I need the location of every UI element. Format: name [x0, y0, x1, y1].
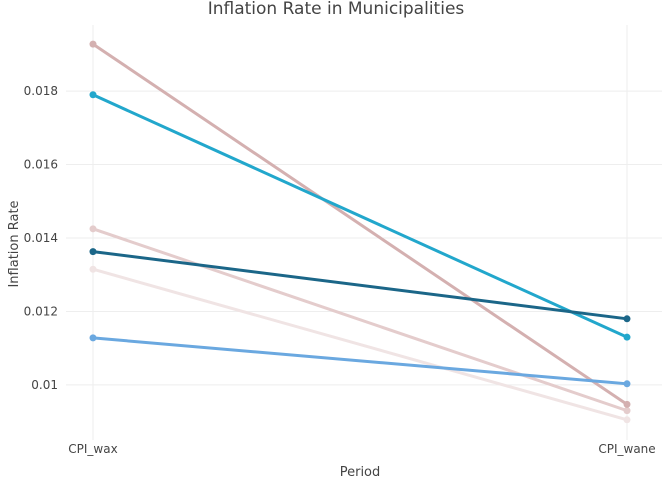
series [89, 334, 631, 388]
series-line [91, 336, 629, 386]
x-tick-label: CPI_wane [598, 442, 655, 456]
series-line [91, 42, 629, 406]
y-tick-label: 0.01 [31, 378, 58, 392]
data-point[interactable] [623, 407, 631, 415]
series [89, 248, 631, 323]
data-point[interactable] [89, 248, 97, 256]
series [89, 265, 631, 424]
y-tick-label: 0.012 [24, 304, 58, 318]
data-point[interactable] [623, 416, 631, 424]
data-point[interactable] [623, 333, 631, 341]
series [89, 225, 631, 415]
series-line [91, 250, 629, 321]
y-tick-label: 0.018 [24, 84, 58, 98]
data-point[interactable] [623, 380, 631, 388]
x-tick-label: CPI_wax [68, 442, 117, 456]
data-point[interactable] [89, 40, 97, 48]
y-tick-label: 0.014 [24, 231, 58, 245]
data-point[interactable] [89, 225, 97, 233]
y-tick-label: 0.016 [24, 158, 58, 172]
data-point[interactable] [623, 400, 631, 408]
series-line [91, 93, 629, 339]
data-point[interactable] [89, 334, 97, 342]
data-point[interactable] [89, 91, 97, 99]
data-point[interactable] [623, 315, 631, 323]
series [89, 91, 631, 341]
series-group [89, 40, 631, 424]
data-point[interactable] [89, 265, 97, 273]
y-axis-title: Inflation Rate [7, 200, 22, 287]
x-axis-ticks: CPI_wax CPI_wane [68, 442, 655, 456]
y-axis-ticks: 0.01 0.012 0.014 0.016 0.018 [24, 84, 58, 392]
chart-title: Inflation Rate in Municipalities [208, 0, 465, 19]
x-axis-title: Period [340, 465, 381, 480]
series-line [91, 227, 629, 413]
series-line [91, 267, 629, 422]
series [89, 40, 631, 408]
